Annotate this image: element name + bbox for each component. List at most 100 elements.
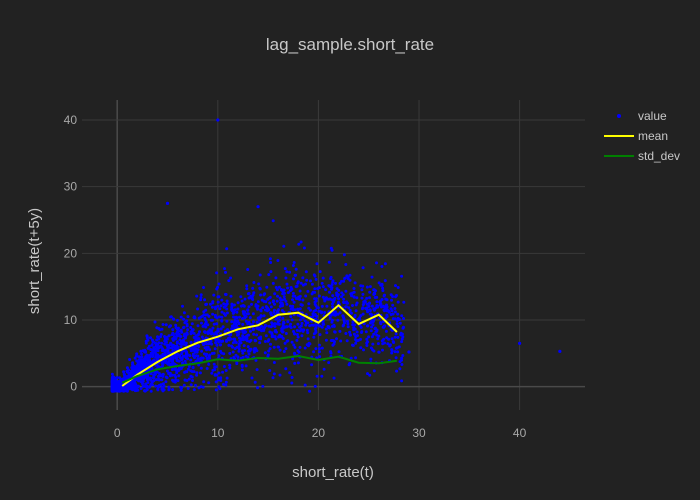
scatter-point bbox=[224, 383, 228, 387]
scatter-point bbox=[175, 371, 179, 375]
scatter-point bbox=[312, 335, 316, 339]
scatter-point bbox=[241, 355, 245, 359]
scatter-point bbox=[360, 331, 363, 334]
scatter-point bbox=[195, 350, 199, 354]
scatter-point bbox=[295, 328, 299, 332]
scatter-point bbox=[241, 317, 244, 320]
scatter-point bbox=[182, 326, 185, 330]
scatter-point bbox=[213, 373, 217, 377]
scatter-point bbox=[241, 334, 245, 338]
scatter-point bbox=[230, 327, 234, 331]
scatter-point bbox=[196, 324, 200, 328]
scatter-point bbox=[296, 281, 300, 285]
scatter-point bbox=[305, 328, 309, 332]
scatter-point bbox=[208, 353, 212, 357]
scatter-point bbox=[240, 349, 244, 353]
x-axis-title: short_rate(t) bbox=[292, 464, 374, 481]
scatter-point bbox=[293, 361, 297, 365]
scatter-point bbox=[282, 350, 286, 353]
scatter-point bbox=[398, 367, 402, 371]
scatter-point bbox=[201, 356, 205, 360]
scatter-point bbox=[204, 313, 208, 317]
scatter-point bbox=[237, 333, 240, 336]
legend-item-mean[interactable]: mean bbox=[604, 129, 668, 143]
scatter-point bbox=[370, 313, 374, 317]
scatter-point bbox=[271, 300, 275, 304]
scatter-point bbox=[298, 325, 302, 329]
scatter-point bbox=[383, 279, 387, 283]
scatter-point bbox=[270, 335, 274, 339]
scatter-point bbox=[367, 335, 371, 339]
scatter-point bbox=[310, 363, 314, 367]
scatter-point bbox=[325, 297, 329, 301]
scatter-point bbox=[336, 318, 340, 322]
scatter-point bbox=[179, 345, 183, 349]
scatter-point bbox=[227, 338, 231, 342]
scatter-point bbox=[396, 325, 400, 328]
scatter-point bbox=[351, 320, 355, 324]
scatter-point bbox=[263, 340, 267, 343]
scatter-point bbox=[184, 354, 188, 358]
scatter-point bbox=[329, 350, 333, 354]
scatter-point bbox=[365, 306, 369, 310]
scatter-point bbox=[290, 318, 294, 322]
scatter-point bbox=[300, 315, 304, 319]
scatter-point bbox=[265, 285, 269, 289]
scatter-point bbox=[212, 332, 216, 336]
scatter-point bbox=[228, 363, 232, 367]
scatter-point bbox=[365, 337, 369, 341]
scatter-point bbox=[151, 348, 155, 352]
scatter-point bbox=[196, 338, 200, 341]
scatter-point bbox=[198, 371, 202, 375]
scatter-point bbox=[375, 261, 378, 265]
scatter-point bbox=[312, 313, 316, 317]
scatter-point bbox=[214, 341, 218, 345]
scatter-point bbox=[179, 356, 182, 360]
scatter-point bbox=[396, 350, 400, 354]
scatter-point bbox=[160, 349, 164, 353]
legend-label: value bbox=[638, 109, 667, 123]
scatter-point bbox=[241, 304, 245, 307]
scatter-point bbox=[352, 332, 356, 336]
scatter-point bbox=[143, 389, 146, 393]
scatter-point bbox=[214, 380, 218, 384]
scatter-point bbox=[150, 383, 154, 387]
scatter-point bbox=[310, 282, 314, 286]
scatter-point bbox=[157, 337, 161, 341]
x-tick-label: 0 bbox=[114, 426, 121, 440]
scatter-point bbox=[229, 333, 233, 337]
scatter-point bbox=[173, 373, 177, 377]
y-axis-title: short_rate(t+5y) bbox=[26, 208, 43, 314]
scatter-point bbox=[278, 348, 282, 352]
scatter-point bbox=[281, 322, 285, 326]
scatter-point bbox=[378, 303, 382, 307]
scatter-point bbox=[348, 333, 352, 337]
scatter-point bbox=[361, 312, 365, 316]
scatter-point bbox=[278, 373, 282, 377]
scatter-point bbox=[268, 369, 272, 372]
scatter-point bbox=[278, 333, 282, 337]
scatter-point bbox=[400, 340, 404, 344]
scatter-point bbox=[246, 349, 250, 353]
scatter-point bbox=[354, 335, 358, 339]
legend-item-value[interactable]: value bbox=[617, 109, 667, 123]
scatter-point bbox=[371, 319, 375, 323]
scatter-point bbox=[146, 338, 150, 342]
scatter-point bbox=[274, 276, 278, 280]
scatter-point bbox=[346, 319, 349, 323]
scatter-point bbox=[141, 384, 145, 388]
scatter-point bbox=[207, 381, 211, 385]
scatter-point bbox=[237, 330, 241, 334]
scatter-point bbox=[296, 322, 300, 326]
scatter-point bbox=[152, 379, 156, 383]
scatter-point bbox=[286, 320, 290, 324]
scatter-point bbox=[157, 372, 161, 375]
scatter-point bbox=[163, 342, 167, 346]
scatter-point bbox=[176, 379, 180, 383]
scatter-point bbox=[183, 378, 187, 382]
legend-item-std-dev[interactable]: std_dev bbox=[604, 149, 680, 163]
scatter-point bbox=[372, 332, 376, 336]
scatter-point bbox=[321, 276, 325, 280]
scatter-point bbox=[188, 354, 192, 358]
scatter-point bbox=[205, 348, 209, 352]
